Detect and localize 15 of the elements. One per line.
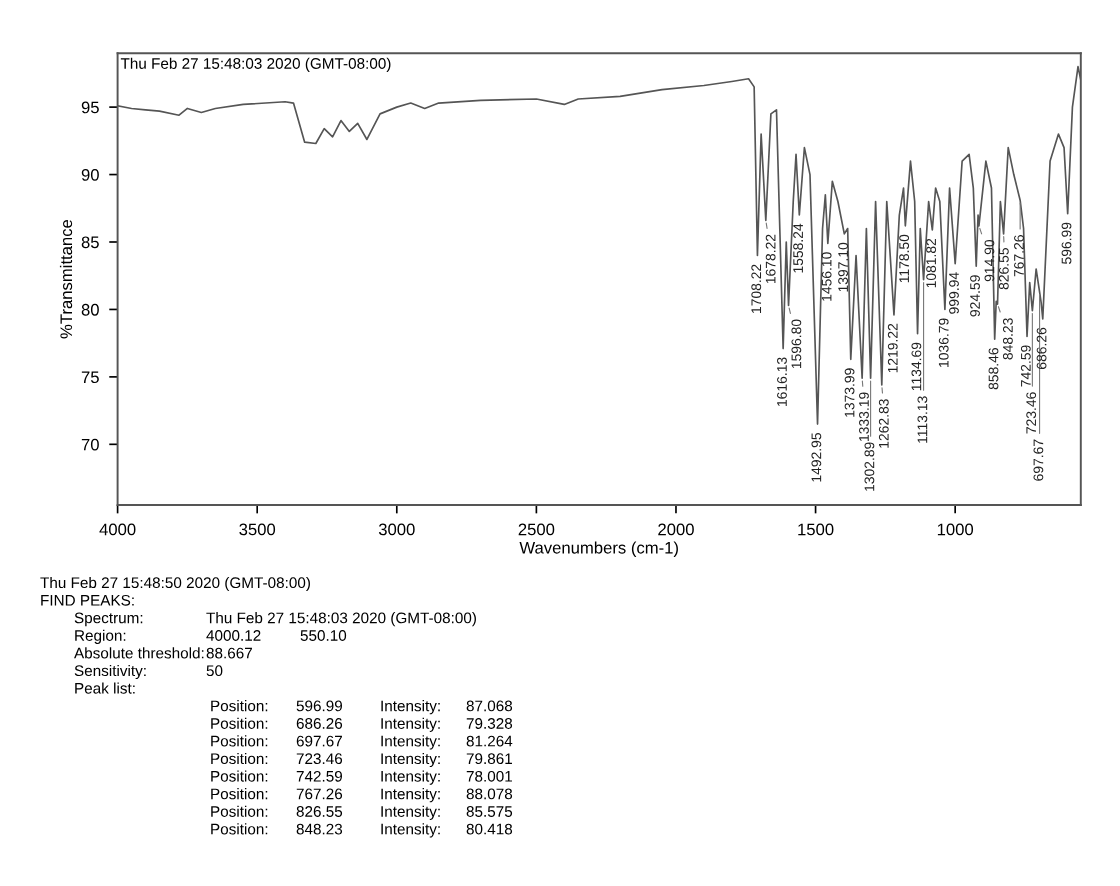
x-tick-label: 2500 xyxy=(518,523,555,536)
y-tick-label: 80 xyxy=(81,303,99,316)
y-tick-label: 70 xyxy=(81,438,99,451)
y-axis-title: %Transmittance xyxy=(59,219,73,339)
x-axis-title: Wavenumbers (cm-1) xyxy=(519,541,678,557)
x-tick-label: 1500 xyxy=(798,523,834,536)
x-tick-label: 3000 xyxy=(378,523,415,536)
y-tick-label: 90 xyxy=(81,168,99,181)
y-tick-label: 85 xyxy=(81,236,99,249)
y-tick-label: 95 xyxy=(81,101,99,114)
x-tick-label: 3500 xyxy=(239,523,276,536)
x-tick-label: 1000 xyxy=(937,523,974,536)
x-tick-label: 2000 xyxy=(658,523,694,536)
x-tick-label: 4000 xyxy=(99,523,136,536)
y-tick-label: 75 xyxy=(81,371,99,384)
